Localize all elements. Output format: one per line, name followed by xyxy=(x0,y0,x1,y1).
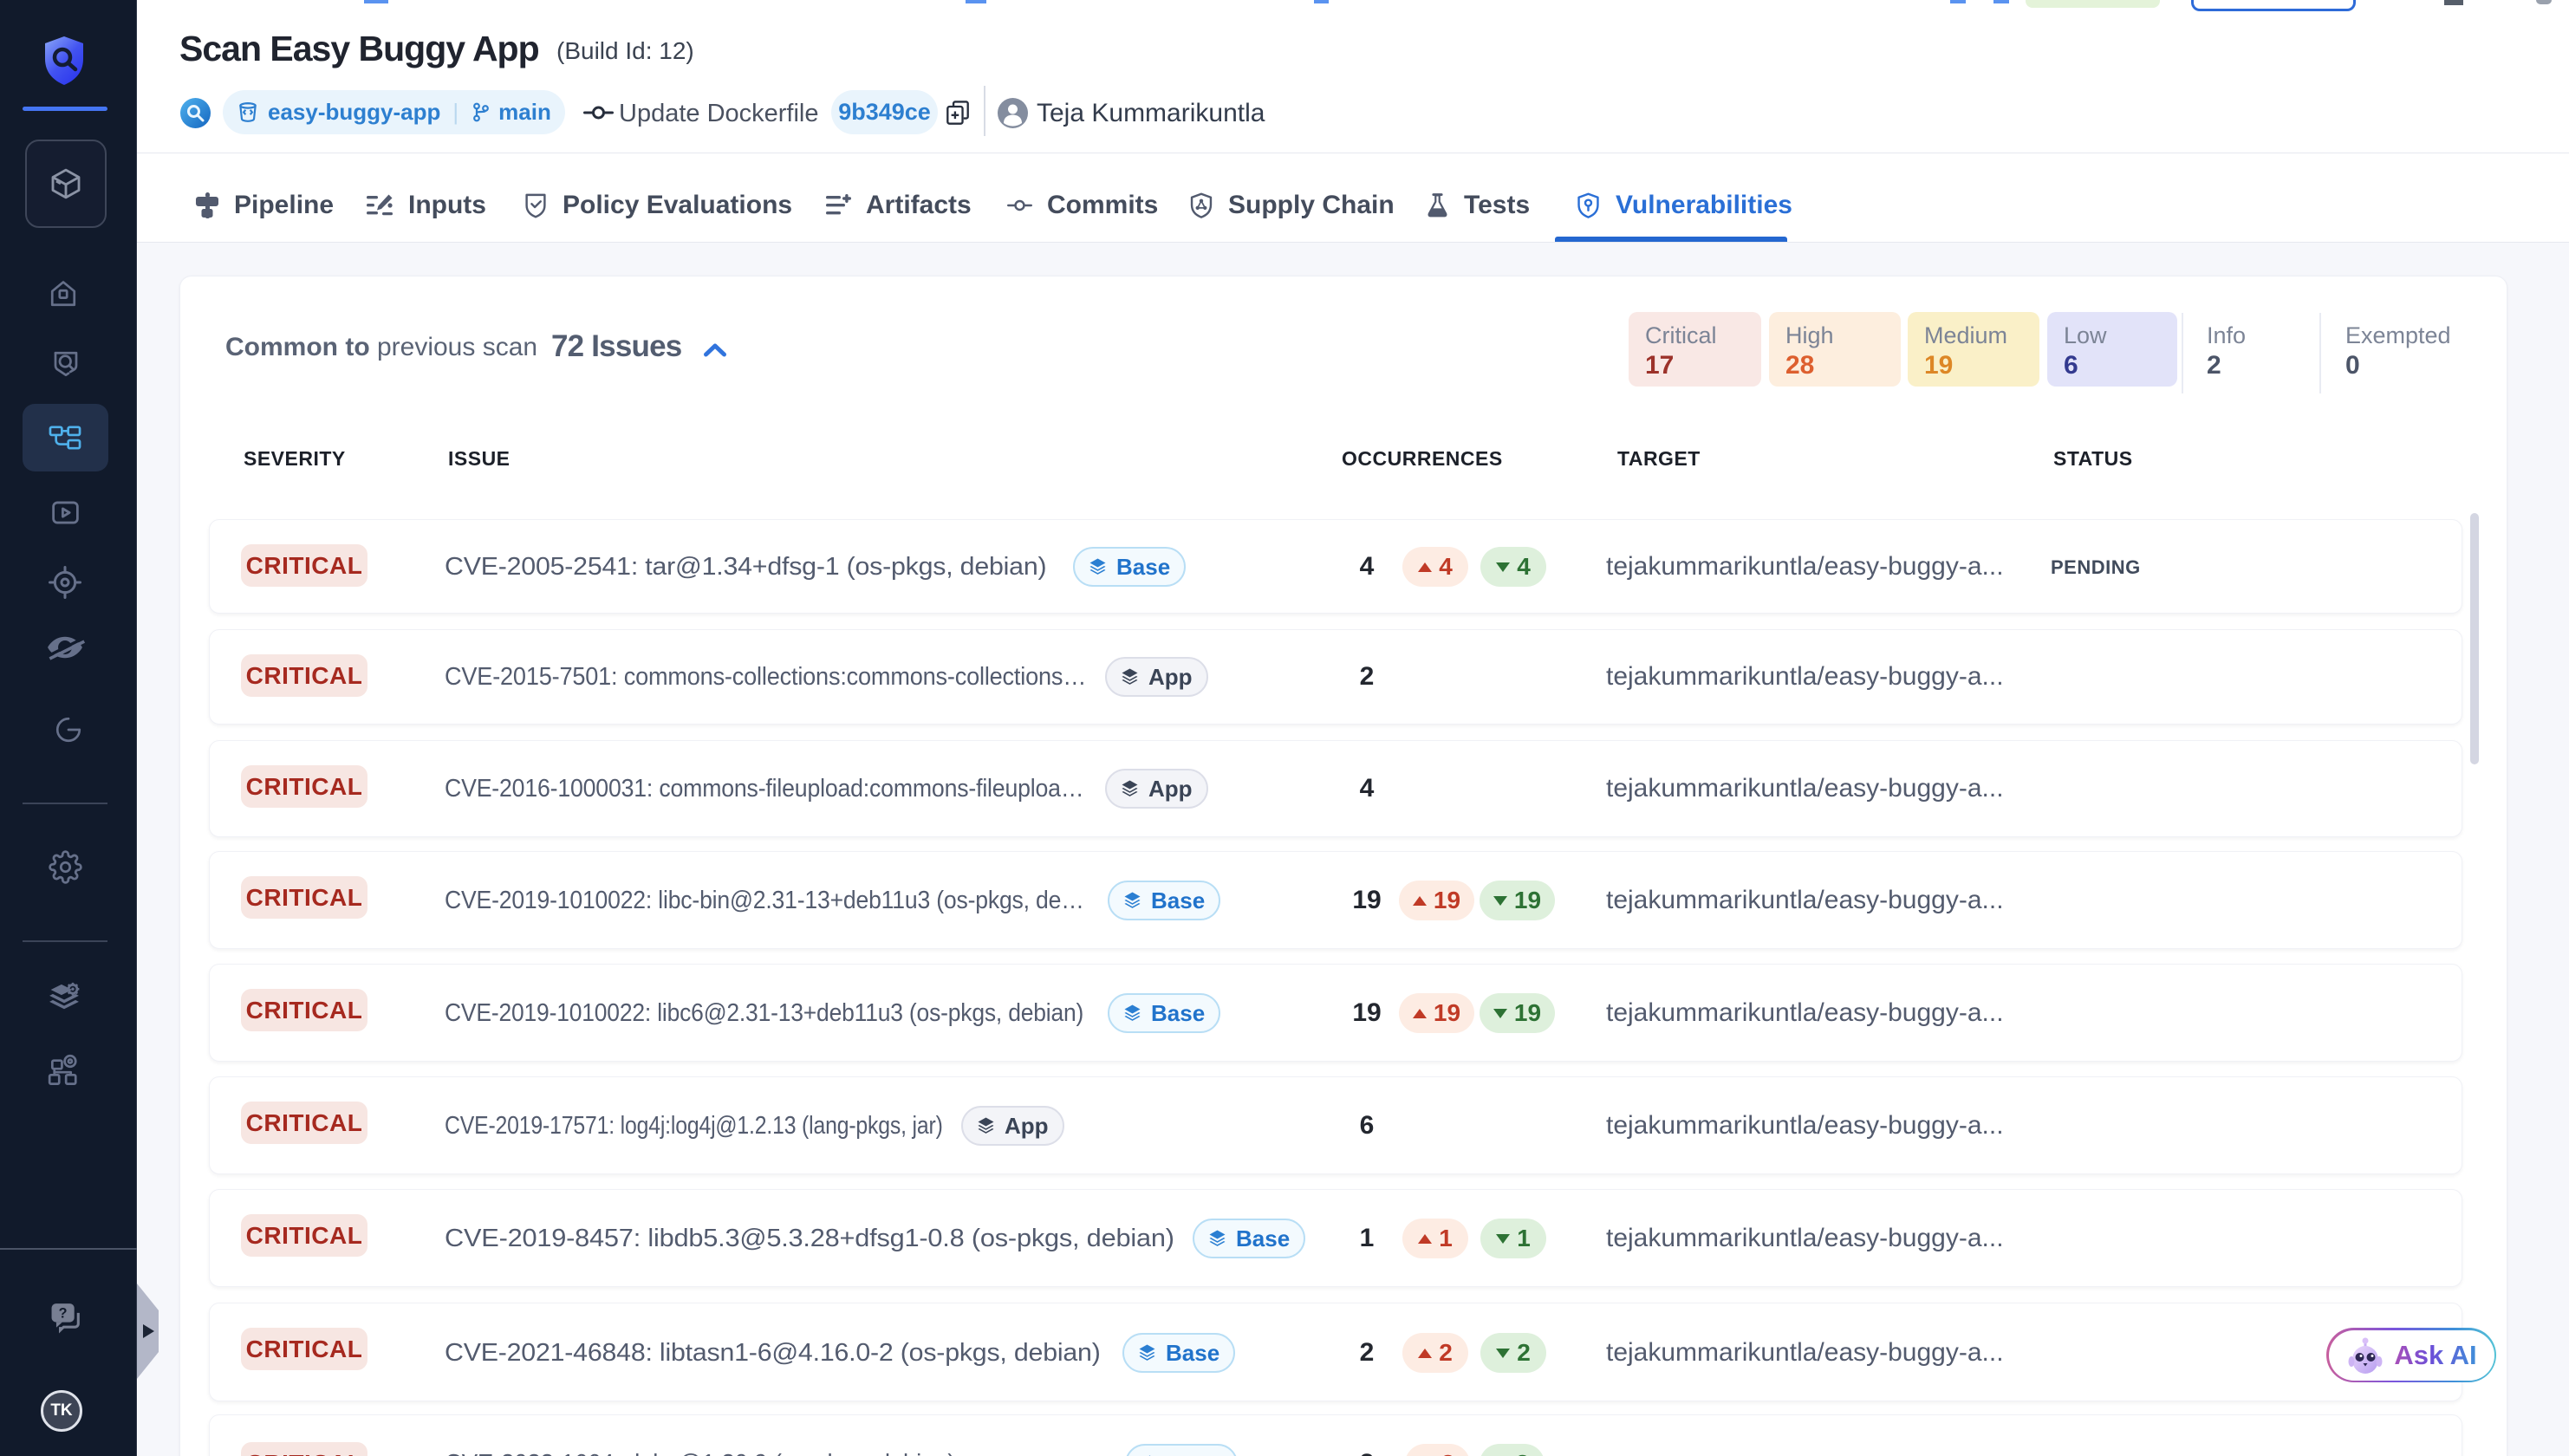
svg-text:?: ? xyxy=(59,1305,68,1321)
